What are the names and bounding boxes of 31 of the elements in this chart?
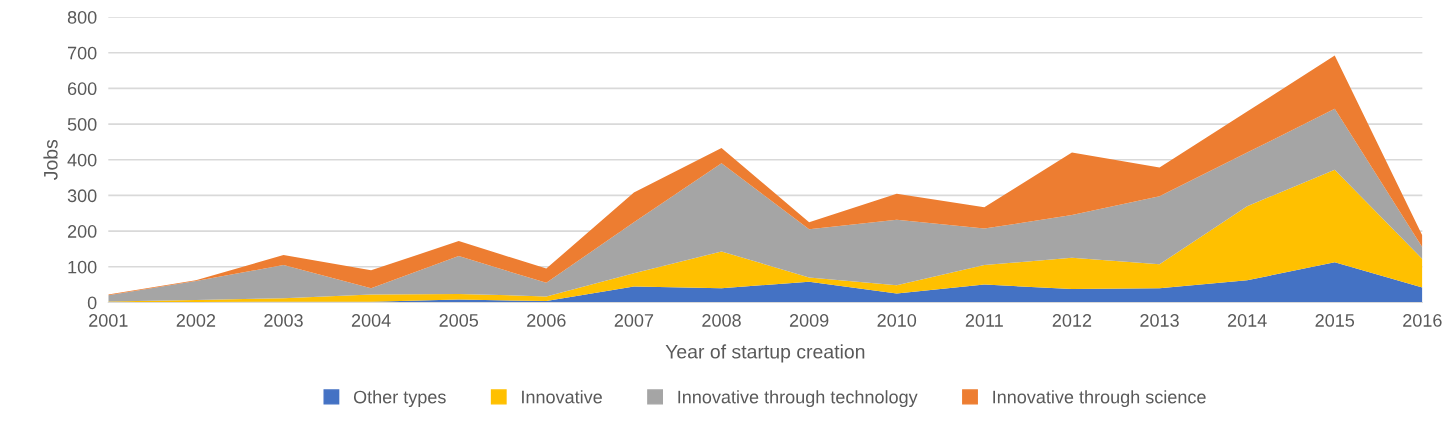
y-tick-label: 500 [67, 118, 97, 131]
x-tick-label: 2012 [1052, 314, 1092, 327]
x-tick-label: 2013 [1140, 314, 1179, 327]
y-tick-label: 200 [67, 225, 97, 238]
y-tick-label: 400 [67, 153, 97, 167]
x-tick-label: 2004 [351, 314, 391, 327]
y-tick-label: 700 [67, 46, 97, 60]
x-tick-label: 2001 [89, 314, 128, 327]
y-tick-label: 600 [67, 82, 97, 96]
x-tick-label: 2002 [176, 314, 216, 327]
legend-label: Innovative through science [993, 390, 1206, 407]
legend-label: Innovative through technology [678, 390, 918, 407]
x-tick-label: 2010 [877, 314, 917, 327]
legend-label: Other types [353, 390, 446, 407]
y-tick-label: 300 [67, 189, 97, 203]
x-tick-label: 2015 [1315, 314, 1355, 327]
x-tick-label: 2003 [264, 314, 303, 327]
x-tick-label: 2009 [789, 314, 829, 327]
x-tick-label: 2008 [702, 314, 741, 327]
y-tick-label: 800 [67, 10, 97, 24]
x-tick-label: 2016 [1403, 314, 1442, 327]
x-tick-label: 2011 [965, 314, 1003, 327]
y-tick-label: 100 [68, 260, 97, 274]
x-axis-title: Year of startup creation [665, 344, 865, 363]
x-tick-label: 2007 [614, 314, 654, 327]
y-axis-title: Jobs [43, 139, 58, 180]
legend-label: Innovative [522, 390, 602, 404]
x-tick-label: 2006 [527, 314, 566, 327]
x-tick-label: 2014 [1227, 314, 1267, 327]
y-tick-label: 0 [87, 296, 97, 310]
x-tick-label: 2005 [439, 314, 479, 327]
